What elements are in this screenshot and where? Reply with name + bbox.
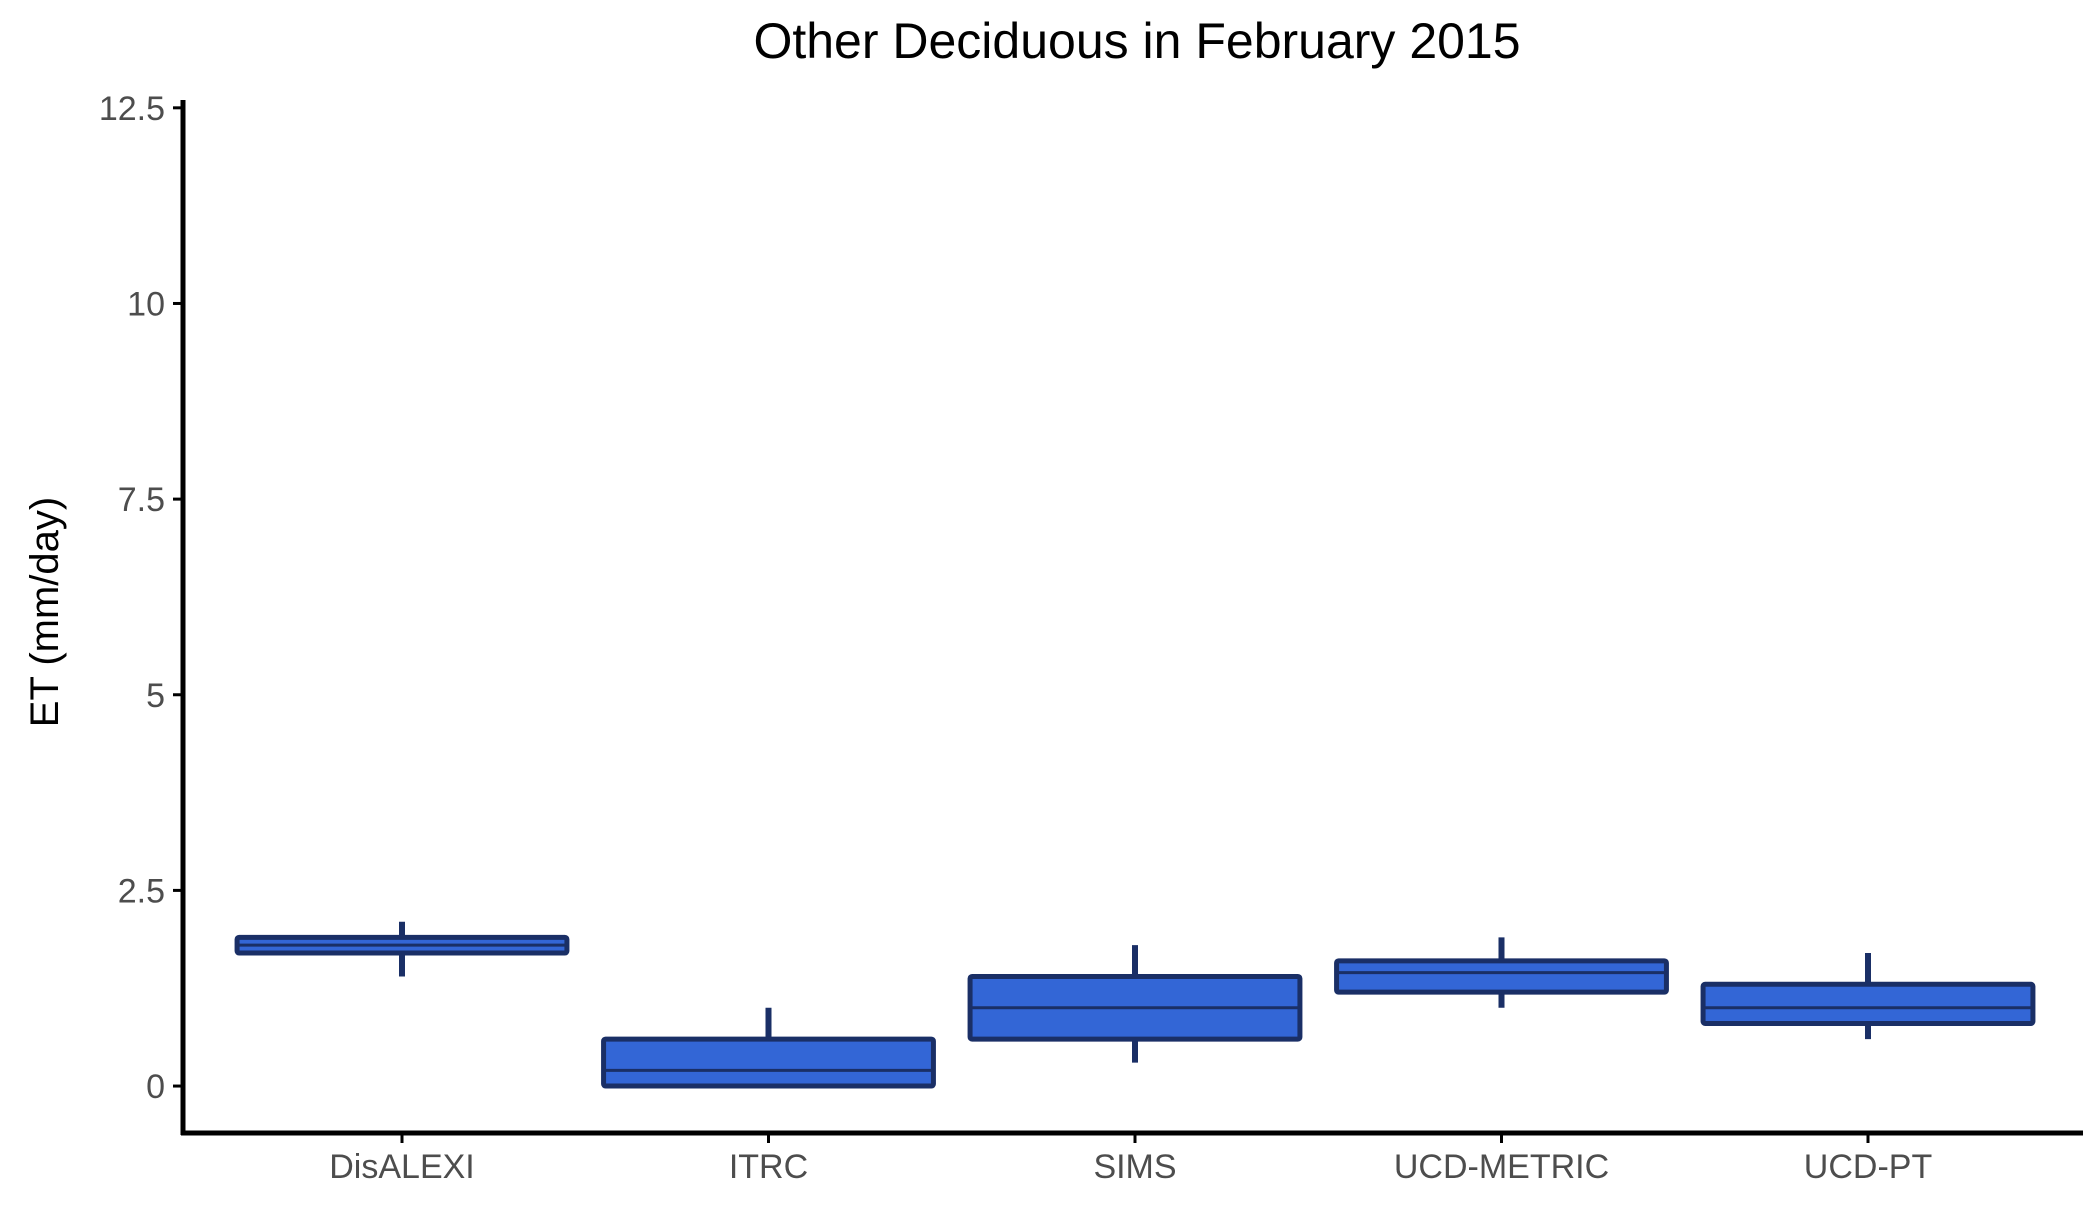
y-tick-label: 0 (146, 1068, 165, 1106)
y-tick-label: 7.5 (118, 481, 165, 519)
chart-title: Other Deciduous in February 2015 (753, 13, 1520, 69)
x-tick-label: SIMS (1093, 1148, 1176, 1186)
y-axis-label: ET (mm/day) (23, 497, 67, 727)
box (601, 1036, 936, 1089)
box (1334, 958, 1669, 995)
plot-area: 0 2.5 5 7.5 10 12.5 DisALEXI ITRC SIMS UCD-METRIC… (99, 90, 2083, 1186)
x-tick-label: UCD-METRIC (1394, 1148, 1609, 1186)
y-tick-label: 5 (146, 677, 165, 715)
y-tick-label: 12.5 (99, 90, 165, 128)
x-tick-label: DisALEXI (329, 1148, 475, 1186)
x-tick-label: ITRC (729, 1148, 808, 1186)
box (1700, 981, 2036, 1026)
x-tick-label: UCD-PT (1804, 1148, 1932, 1186)
y-tick-label: 2.5 (118, 872, 165, 910)
y-tick-label: 10 (127, 285, 165, 323)
